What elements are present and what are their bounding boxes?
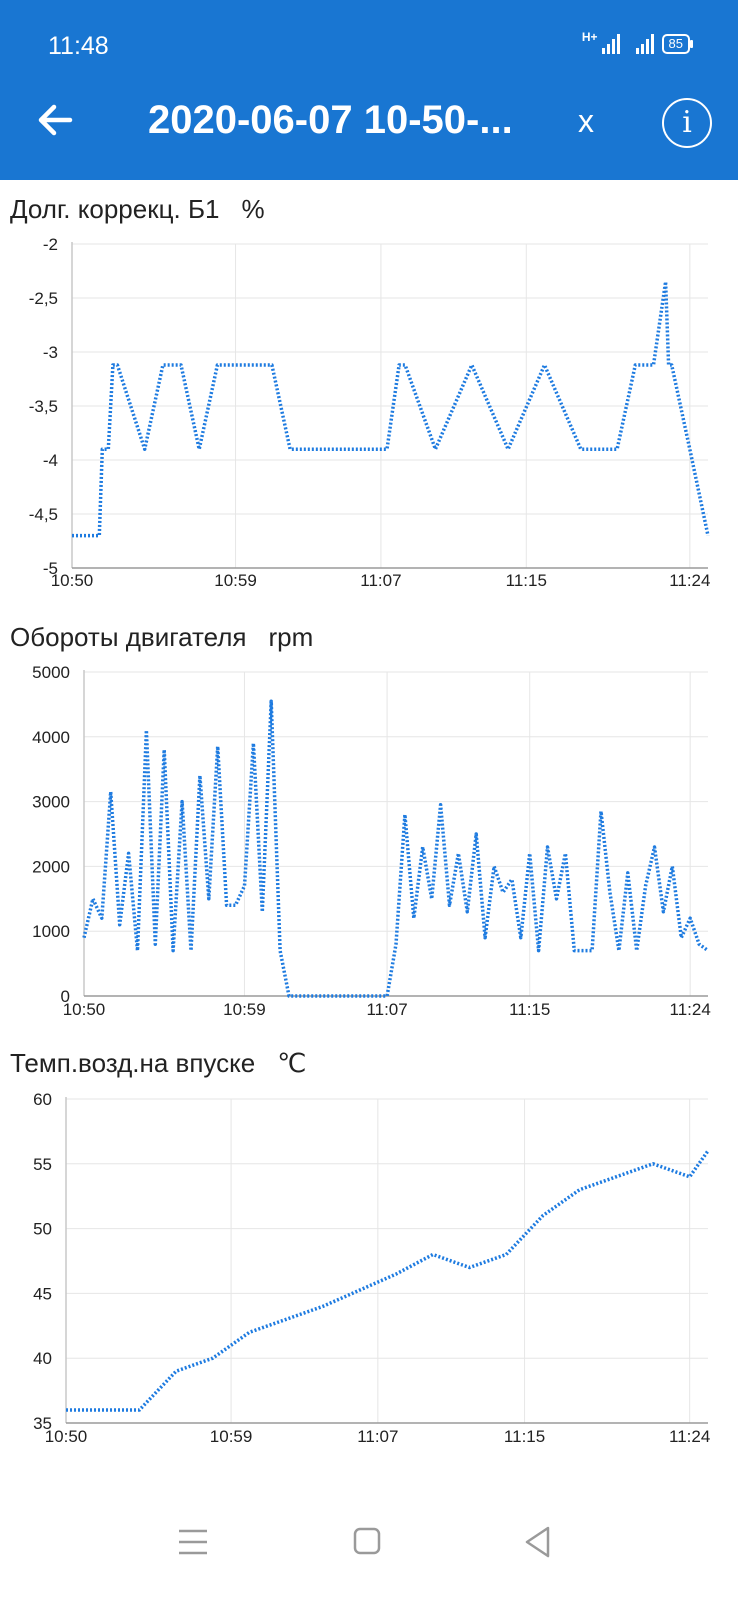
chart-2-unit: rpm: [268, 622, 314, 652]
engine-rpm-chart: 0 1000 2000 3000 4000 5000 10:50 10:59 11:07 11:1…: [32, 663, 711, 1019]
status-icons: H+ 85: [581, 30, 694, 58]
network-type: H+: [581, 30, 598, 44]
fuel-trim-chart: -2 -2,5 -3 -3,5 -4 -4,5 -510:50 10:59 11:07 11:15…: [29, 235, 711, 590]
battery-level: 85: [668, 36, 683, 51]
x-tick-label: 10:50: [51, 571, 94, 590]
y-tick-label: 2000: [32, 857, 70, 876]
nav-back-button[interactable]: [518, 1522, 558, 1562]
y-tick-label: -4: [43, 451, 58, 470]
chart-title-3: Темп.возд.на впуске ℃: [10, 1048, 306, 1079]
y-tick-label: 3000: [32, 793, 70, 812]
series-line-2: [66, 1149, 710, 1412]
x-tick-label: 10:59: [210, 1427, 253, 1446]
y-tick-label: -4,5: [29, 505, 58, 524]
info-button[interactable]: i: [662, 98, 712, 148]
back-button[interactable]: [34, 98, 78, 142]
x-tick-label: 10:50: [63, 1000, 106, 1019]
y-tick-label: 4000: [32, 728, 70, 747]
series-line-1: [82, 699, 710, 998]
x-tick-label: 11:07: [366, 1000, 407, 1019]
x-tick-label: 11:24: [670, 1000, 711, 1019]
status-time: 11:48: [48, 32, 109, 60]
y-tick-label: 1000: [32, 922, 70, 941]
arrow-left-icon: [38, 104, 73, 136]
system-nav-bar: [0, 1500, 738, 1600]
x-tick-label: 10:50: [45, 1427, 88, 1446]
x-tick-label: 11:15: [504, 1427, 545, 1446]
x-tick-label: 11:15: [509, 1000, 550, 1019]
signal-icon-2: [635, 34, 654, 54]
y-tick-label: 5000: [32, 663, 70, 682]
y-tick-label: 45: [33, 1284, 52, 1303]
intake-temp-chart: 35 40 45 50 55 60 10:50 10:59 11:07 11:15 11:24: [33, 1090, 710, 1446]
chart-3-unit: ℃: [277, 1048, 307, 1078]
chart-2-title: Обороты двигателя: [10, 622, 247, 652]
y-tick-label: 0: [61, 987, 70, 1006]
battery-icon: 85: [661, 34, 694, 54]
y-tick-label: -3,5: [29, 397, 58, 416]
square-icon: [353, 1527, 381, 1555]
y-tick-label: -2: [43, 235, 58, 254]
chart-title-1: Долг. коррекц. Б1%: [10, 194, 265, 225]
page-title: 2020-06-07 10-50-...: [148, 98, 513, 142]
y-tick-label: 50: [33, 1220, 52, 1239]
close-button[interactable]: x: [578, 103, 594, 139]
series-line-0: [72, 280, 710, 538]
x-tick-label: 11:07: [357, 1427, 398, 1446]
x-tick-label: 10:59: [214, 571, 257, 590]
signal-icon: [601, 34, 620, 54]
home-button[interactable]: [348, 1522, 388, 1562]
x-tick-label: 11:15: [506, 571, 547, 590]
y-tick-label: 35: [33, 1414, 52, 1433]
chart-1-title: Долг. коррекц. Б1: [10, 194, 220, 224]
y-tick-label: -5: [43, 559, 58, 578]
y-tick-label: -3: [43, 343, 58, 362]
y-tick-label: 40: [33, 1349, 52, 1368]
x-tick-label: 11:24: [669, 1427, 710, 1446]
app-bar: 11:48 H+ 85 2020-06-07 10-50-... x i: [0, 0, 738, 180]
y-tick-label: 55: [33, 1155, 52, 1174]
x-tick-label: 10:59: [223, 1000, 266, 1019]
x-tick-label: 11:24: [669, 571, 710, 590]
y-tick-label: 60: [33, 1090, 52, 1109]
menu-button[interactable]: [173, 1522, 213, 1562]
x-tick-label: 11:07: [360, 571, 401, 590]
chart-1-unit: %: [241, 194, 265, 224]
menu-icon: [179, 1529, 207, 1555]
chart-3-title: Темп.возд.на впуске: [10, 1048, 256, 1078]
chart-title-2: Обороты двигателя rpm: [10, 622, 313, 653]
y-tick-label: -2,5: [29, 289, 58, 308]
triangle-back-icon: [525, 1526, 550, 1558]
